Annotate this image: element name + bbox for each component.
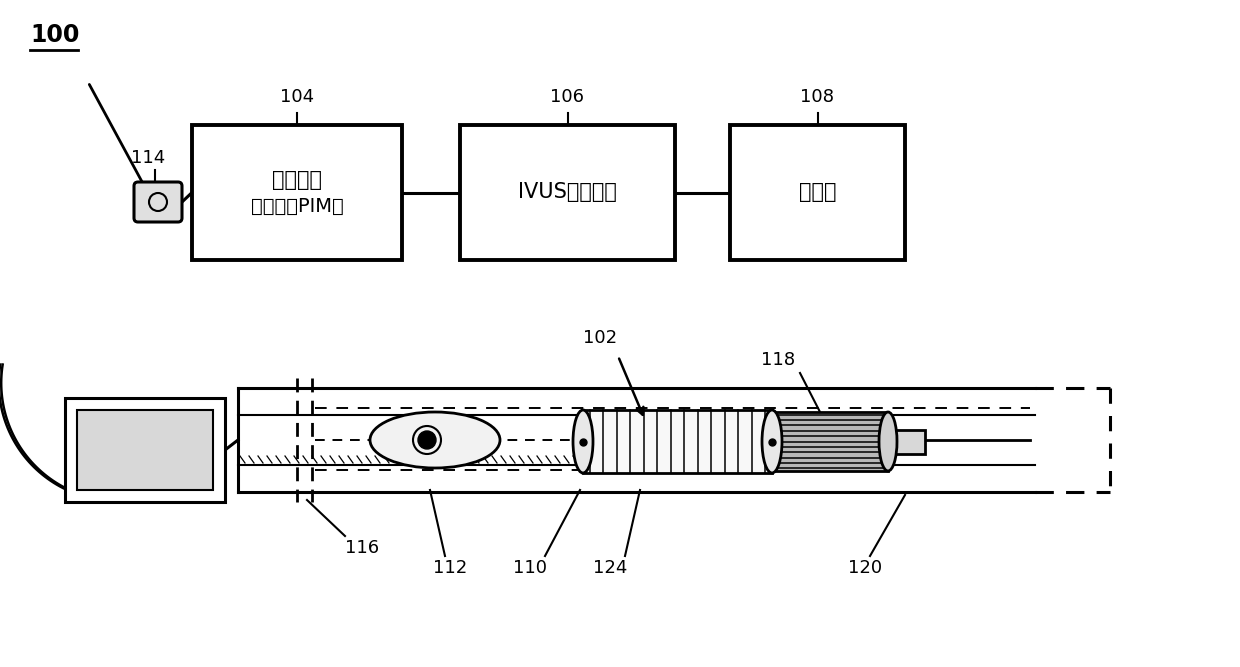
Text: 116: 116: [345, 539, 379, 557]
Text: 104: 104: [280, 88, 314, 106]
Text: 患者接口: 患者接口: [272, 171, 322, 191]
Bar: [77, 410, 213, 490]
Ellipse shape: [879, 412, 897, 471]
Text: 监测器: 监测器: [799, 183, 836, 203]
Text: 108: 108: [801, 88, 835, 106]
Text: 102: 102: [583, 329, 618, 347]
Text: 112: 112: [433, 559, 467, 577]
Text: 106: 106: [551, 88, 584, 106]
Ellipse shape: [370, 412, 500, 468]
Ellipse shape: [573, 410, 593, 473]
Text: 118: 118: [761, 351, 795, 369]
Text: IVUS处理系统: IVUS处理系统: [518, 183, 618, 203]
Bar: [460, 125, 675, 260]
Bar: [583, 410, 773, 473]
Bar: [730, 125, 905, 260]
Text: 124: 124: [593, 559, 627, 577]
Bar: [192, 125, 402, 260]
Bar: [64, 398, 224, 502]
Text: 120: 120: [848, 559, 882, 577]
FancyBboxPatch shape: [134, 182, 182, 222]
Bar: [773, 412, 888, 471]
Text: 114: 114: [131, 149, 165, 167]
Text: 监测器（PIM）: 监测器（PIM）: [250, 197, 343, 216]
Text: 110: 110: [513, 559, 547, 577]
Circle shape: [418, 431, 436, 449]
Ellipse shape: [763, 410, 782, 473]
Bar: [888, 430, 925, 454]
Text: 100: 100: [30, 23, 79, 47]
